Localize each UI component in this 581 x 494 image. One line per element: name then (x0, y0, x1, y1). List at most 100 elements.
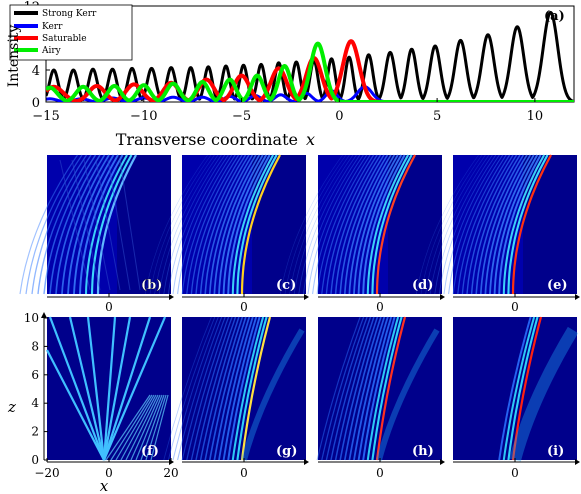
heatmap-f-ray (145, 394, 167, 461)
heatmap-f-rays (46, 316, 169, 461)
heatmap-stripe (448, 154, 504, 295)
heatmap-stripe (236, 154, 278, 295)
heatmap-stripe (158, 154, 219, 295)
heatmap-stripe (502, 154, 545, 295)
legend-label-strong-kerr: Strong Kerr (42, 9, 97, 19)
heatmap-stripe (199, 316, 240, 461)
x-axis-arrow (575, 459, 580, 465)
y-axis-label-intensity: Intensity (6, 25, 22, 88)
heatmap-stripe (511, 316, 543, 461)
heatmap-stripe (362, 154, 406, 295)
x-axis-arrow (440, 294, 445, 300)
x-tick-label: −5 (232, 109, 251, 124)
heatmap-stripe (348, 316, 386, 461)
panel-a-curves (46, 10, 574, 102)
z-tick-label: 10 (24, 311, 39, 325)
x-tick-label: 0 (240, 466, 248, 480)
heatmap-stripe (199, 154, 250, 295)
heatmap-stripe (231, 154, 274, 295)
heatmap-stripe (339, 316, 379, 461)
heatmap-stripe (511, 154, 552, 295)
heatmap-stripe (73, 154, 119, 295)
series-line-kerr (46, 85, 574, 102)
heatmap-stripe (429, 154, 490, 295)
heatmap-stripe (302, 154, 361, 295)
heatmap-stripe (353, 316, 389, 461)
x-tick-label: 0 (105, 466, 113, 480)
heatmap-i (453, 317, 577, 460)
x-tick-label: −10 (130, 109, 157, 124)
heatmap-f-ray (68, 316, 106, 461)
heatmap-stripes (145, 154, 281, 295)
heatmap-stripe (498, 316, 532, 461)
heatmap-stripe (371, 154, 413, 295)
panel-label-b: (b) (141, 278, 162, 293)
panel-label-d: (d) (412, 278, 433, 293)
panel-label-h: (h) (412, 444, 434, 459)
legend-label-saturable: Saturable (42, 34, 87, 44)
heatmap-stripe (49, 154, 101, 295)
z-tick-label: 8 (31, 339, 39, 353)
bottom-patterns (46, 316, 579, 462)
heatmap-stripe (348, 154, 396, 295)
heatmap-beam (498, 316, 579, 462)
heatmap-stripe (55, 154, 106, 295)
heatmap-stripe (222, 154, 268, 295)
x-tick-label: 5 (433, 109, 441, 124)
z-axis-label: z (7, 398, 16, 416)
heatmap-stripe (37, 154, 92, 295)
heatmap-b-line (119, 159, 141, 291)
heatmap-stripe (227, 154, 271, 295)
heatmap-stripes (280, 154, 416, 295)
heatmap-beam (163, 316, 305, 461)
z-tick-label: 0 (31, 453, 39, 467)
heatmap-stripe (222, 316, 258, 461)
middle-axes: 0 0 0 0 (47, 293, 580, 314)
heatmap-stripe (298, 154, 357, 295)
x-axis-arrow (169, 294, 174, 300)
heatmap-b-line (95, 159, 121, 291)
heatmap-stripe (334, 316, 375, 461)
panel-label-a: (a) (544, 9, 565, 24)
heatmap-stripe (208, 316, 247, 461)
x-tick-label: 0 (376, 466, 384, 480)
heatmap-stripe (79, 154, 124, 295)
heatmap-stripe (231, 316, 265, 461)
heatmap-stripe (325, 154, 378, 295)
heatmap-stripe (420, 154, 483, 295)
y-tick-label: 0 (32, 96, 40, 111)
heatmap-stripe (461, 154, 514, 295)
heatmap-stripe (90, 154, 133, 295)
heatmap-f-ray (48, 316, 106, 461)
heatmap-stripe (470, 154, 521, 295)
heatmap-stripe (195, 154, 247, 295)
heatmap-stripe (357, 154, 403, 295)
heatmap-f-ray (125, 394, 159, 461)
x-tick-label: −15 (32, 109, 59, 124)
heatmap-f-ray (120, 394, 157, 461)
heatmap-stripe (186, 316, 230, 461)
z-tick-label: 4 (31, 396, 39, 410)
heatmap-stripe (31, 154, 88, 295)
heatmap-stripe (366, 154, 409, 295)
heatmap-stripe (484, 154, 532, 295)
panel-label-c: (c) (276, 278, 296, 293)
heatmap-stripe (489, 154, 535, 295)
heatmap-stripe (208, 154, 257, 295)
x-tick-label: 0 (511, 466, 519, 480)
heatmap-stripe (19, 154, 78, 295)
heatmap-stripe (240, 154, 281, 295)
x-axis-arrow (440, 459, 445, 465)
heatmap-stripe (371, 316, 403, 461)
middle-patterns (19, 154, 552, 295)
heatmap-stripe (498, 154, 542, 295)
z-axis-arrow (41, 312, 47, 318)
heatmap-f-ray (140, 394, 165, 461)
heatmap-stripe (443, 154, 500, 295)
heatmap-stripe (507, 154, 549, 295)
x-tick-label: 0 (335, 109, 343, 124)
heatmap-b-line (59, 159, 91, 291)
heatmap-stripe (343, 154, 392, 295)
panel-label-i: (i) (547, 444, 564, 459)
heatmap-stripe (186, 154, 240, 295)
